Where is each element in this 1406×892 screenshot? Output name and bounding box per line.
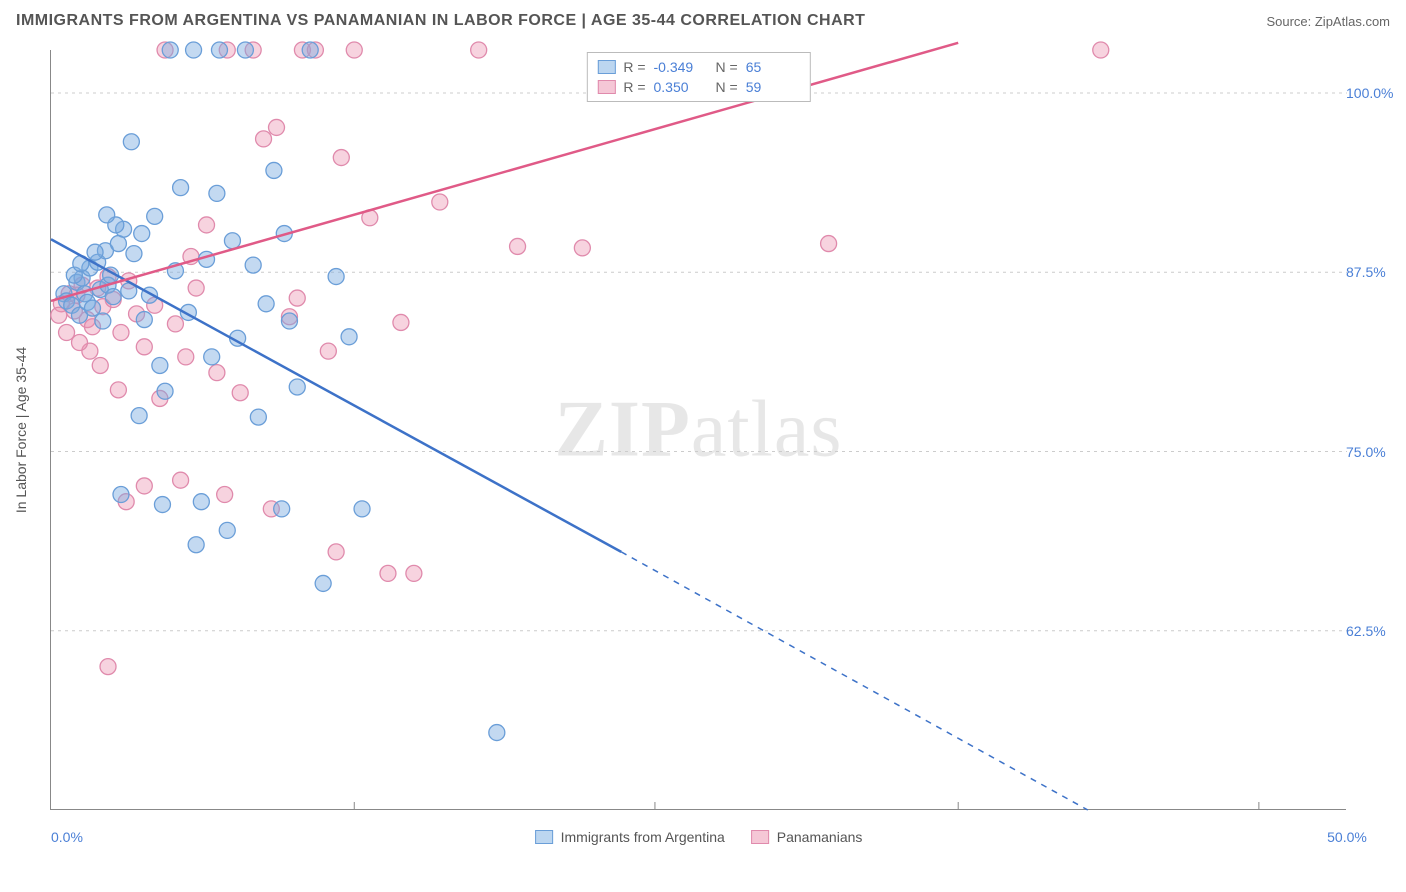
legend-correlation: R = -0.349 N = 65 R = 0.350 N = 59 [586,52,810,102]
y-tick-label: 100.0% [1346,85,1402,101]
r-label: R = [623,79,645,95]
y-tick-label: 87.5% [1346,264,1402,280]
swatch-panama [597,80,615,94]
n-label: N = [716,59,738,75]
x-tick-0: 0.0% [51,829,83,845]
legend-item-panama: Panamanians [751,829,863,845]
n-label: N = [716,79,738,95]
legend-row-panama: R = 0.350 N = 59 [597,77,799,97]
chart-title: IMMIGRANTS FROM ARGENTINA VS PANAMANIAN … [16,12,865,29]
y-tick-label: 62.5% [1346,623,1402,639]
legend-row-argentina: R = -0.349 N = 65 [597,57,799,77]
plot-area: In Labor Force | Age 35-44 ZIPatlas R = … [50,50,1346,810]
y-tick-label: 75.0% [1346,444,1402,460]
legend-label-argentina: Immigrants from Argentina [561,829,725,845]
r-label: R = [623,59,645,75]
swatch-panama-bottom [751,830,769,844]
swatch-argentina-bottom [535,830,553,844]
n-value-panama: 59 [746,79,800,95]
swatch-argentina [597,60,615,74]
title-bar: IMMIGRANTS FROM ARGENTINA VS PANAMANIAN … [16,12,1390,40]
source-label: Source: ZipAtlas.com [1266,14,1390,29]
r-value-panama: 0.350 [654,79,708,95]
y-axis-title: In Labor Force | Age 35-44 [13,346,29,512]
chart-svg [51,50,1346,809]
legend-series: Immigrants from Argentina Panamanians [535,829,863,845]
n-value-argentina: 65 [746,59,800,75]
legend-label-panama: Panamanians [777,829,863,845]
legend-item-argentina: Immigrants from Argentina [535,829,725,845]
x-tick-50: 50.0% [1327,829,1367,845]
r-value-argentina: -0.349 [654,59,708,75]
